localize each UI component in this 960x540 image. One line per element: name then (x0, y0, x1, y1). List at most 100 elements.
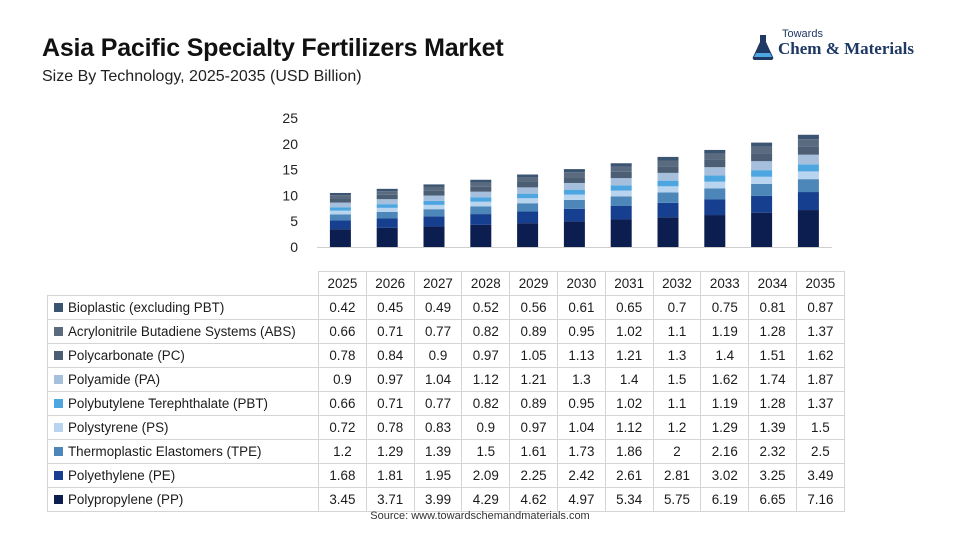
data-label: 1.12 (461, 367, 511, 392)
bar-segment (610, 163, 632, 167)
bar-segment (797, 171, 819, 180)
data-label: 1.19 (700, 391, 750, 416)
bar-segment (751, 176, 773, 184)
data-label: 1.51 (748, 343, 797, 368)
y-tick-label: 20 (282, 136, 298, 152)
bar-segment (517, 181, 539, 188)
bar-segment (329, 198, 351, 203)
bar-segment (423, 226, 445, 247)
data-label: 1.2 (318, 439, 367, 464)
bar-segment (423, 184, 445, 187)
legend-swatch (54, 471, 63, 480)
y-tick-label: 25 (282, 110, 298, 126)
bar-segment (517, 198, 539, 204)
bar-segment (329, 220, 351, 230)
table-row: Polystyrene (PS) 0.72 0.78 0.83 0.9 0.97 1.04 1… (47, 415, 845, 440)
data-label: 2.25 (509, 463, 558, 488)
x-tick-label: 2030 (556, 271, 606, 296)
data-label: 1.5 (461, 439, 511, 464)
data-label: 1.37 (795, 319, 845, 344)
bar-segment (329, 202, 351, 208)
series-name: Polycarbonate (PC) (68, 348, 185, 363)
bar-segment (376, 218, 398, 228)
bar-segment (704, 188, 726, 200)
series-name: Polyamide (PA) (68, 372, 161, 387)
legend-swatch (54, 399, 63, 408)
table-header-row: 2025 2026 2027 2028 2029 2030 2031 2032 2033 2034… (48, 271, 845, 296)
bar-segment (329, 192, 351, 196)
data-label: 0.9 (413, 343, 463, 368)
bar-segment (376, 204, 398, 208)
data-label: 4.62 (509, 487, 558, 512)
brand-logo: Towards Chem & Materials (752, 28, 932, 64)
data-label: 1.1 (652, 319, 702, 344)
bar-segment (704, 199, 726, 216)
bar-segment (704, 167, 726, 176)
data-label: 0.9 (461, 415, 511, 440)
data-label: 0.95 (556, 391, 606, 416)
y-tick-label: 5 (290, 213, 298, 229)
data-label: 0.97 (509, 415, 558, 440)
bar-segment (376, 211, 398, 219)
bar-segment (470, 191, 492, 198)
legend-swatch (54, 423, 63, 432)
data-label: 3.45 (318, 487, 367, 512)
legend-swatch (54, 327, 63, 336)
data-label: 0.89 (509, 391, 558, 416)
bar-segment (797, 164, 819, 172)
table-row: Polyamide (PA) 0.9 0.97 1.04 1.12 1.21 1.3 1.4 1… (47, 367, 845, 392)
bar-segment (517, 193, 539, 199)
table-corner (48, 272, 319, 296)
data-label: 3.99 (413, 487, 463, 512)
data-label: 2.42 (556, 463, 606, 488)
legend-entry: Polybutylene Terephthalate (PBT) (47, 391, 319, 416)
data-label: 0.56 (509, 295, 558, 320)
legend-swatch (54, 375, 63, 384)
data-label: 0.81 (748, 295, 797, 320)
data-label: 3.49 (795, 463, 845, 488)
bar-segment (376, 207, 398, 212)
bar-segment (610, 196, 632, 206)
data-label: 0.84 (365, 343, 415, 368)
table-row: Thermoplastic Elastomers (TPE) 1.2 1.29 1.3… (47, 439, 845, 464)
data-label: 7.16 (795, 487, 845, 512)
series-name: Polystyrene (PS) (68, 420, 169, 435)
data-label: 1.29 (700, 415, 750, 440)
series-name: Bioplastic (excluding PBT) (68, 300, 225, 315)
logo-main-text: Chem & Materials (778, 39, 914, 58)
bar-segment (376, 188, 398, 192)
bar-segment (610, 171, 632, 179)
y-tick-label: 10 (282, 187, 298, 203)
x-tick-label: 2027 (413, 271, 463, 296)
bar-segment (470, 186, 492, 192)
x-tick-label: 2033 (700, 271, 750, 296)
data-label: 1.04 (556, 415, 606, 440)
bar-segment (423, 216, 445, 227)
data-label: 1.61 (509, 439, 558, 464)
data-label: 0.82 (461, 319, 511, 344)
bar-segment (517, 203, 539, 212)
table-row: Bioplastic (excluding PBT) 0.42 0.45 0.49 0.… (47, 295, 845, 320)
data-label: 0.77 (413, 391, 463, 416)
bar-segment (751, 153, 773, 162)
bar-segment (470, 206, 492, 215)
data-label: 1.29 (365, 439, 415, 464)
bar-segment (470, 214, 492, 225)
bar-segment (751, 161, 773, 171)
x-tick-label: 2035 (795, 271, 845, 296)
data-label: 0.97 (461, 343, 511, 368)
data-label: 0.49 (413, 295, 463, 320)
data-label: 1.95 (413, 463, 463, 488)
bar-segment (704, 149, 726, 154)
data-label: 5.75 (652, 487, 702, 512)
table-row: Polyethylene (PE) 1.68 1.81 1.95 2.09 2.25 2.4… (47, 463, 845, 488)
data-label: 2 (652, 439, 702, 464)
data-label: 2.61 (604, 463, 654, 488)
bar-segment (751, 142, 773, 147)
table-row: Polycarbonate (PC) 0.78 0.84 0.9 0.97 1.05 1.1… (47, 343, 845, 368)
data-label: 1.86 (604, 439, 654, 464)
bar-segment (704, 159, 726, 168)
data-table: 2025 2026 2027 2028 2029 2030 2031 2032 2033 2034… (47, 271, 845, 512)
x-tick-label: 2032 (652, 271, 702, 296)
data-label: 1.02 (604, 391, 654, 416)
